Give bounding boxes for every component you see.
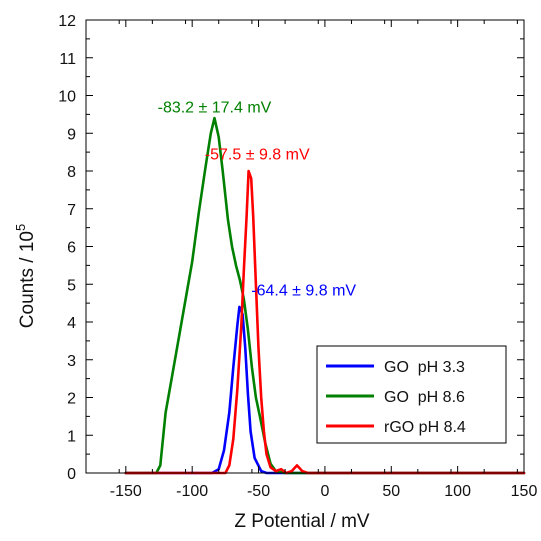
y-tick-label: 8 — [67, 164, 76, 181]
x-tick-label: 150 — [511, 483, 538, 500]
annotation-layer: -83.2 ± 17.4 mV -57.5 ± 9.8 mV -64.4 ± 9.8… — [158, 99, 357, 299]
y-tick-label: 6 — [67, 240, 76, 257]
x-tick-label: -50 — [247, 483, 270, 500]
x-tick-label: 50 — [382, 483, 400, 500]
x-tick-label: -100 — [176, 483, 208, 500]
x-axis-title: Z Potential / mV — [234, 511, 369, 532]
legend-label-go-ph86: GO pH 8.6 — [384, 389, 465, 406]
peak-annotation: -57.5 ± 9.8 mV — [205, 147, 310, 164]
x-tick-label: 100 — [444, 483, 471, 500]
legend-label-rgo-ph84: rGO pH 8.4 — [384, 419, 466, 436]
y-tick-label: 4 — [67, 315, 76, 332]
y-tick-label: 7 — [67, 202, 76, 219]
peak-annotation: -64.4 ± 9.8 mV — [251, 283, 356, 300]
y-tick-label: 3 — [67, 353, 76, 370]
y-tick-label: 11 — [59, 51, 76, 68]
y-axis-title-main: Counts / 10 — [17, 231, 38, 328]
y-tick-label: 0 — [67, 466, 76, 483]
series-layer — [124, 116, 526, 475]
legend-label-go-ph33: GO pH 3.3 — [384, 359, 465, 376]
series-line-2 — [124, 169, 526, 475]
y-axis-title-exponent: 5 — [13, 224, 28, 231]
y-axis-title: Counts / 105 — [13, 224, 38, 328]
legend: GO pH 3.3 GO pH 8.6 rGO pH 8.4 — [316, 345, 507, 444]
y-tick-label: 9 — [67, 126, 76, 143]
x-tick-label: -150 — [110, 483, 142, 500]
y-tick-label: 2 — [67, 391, 76, 408]
y-tick-label: 12 — [58, 13, 76, 30]
peak-annotation: -83.2 ± 17.4 mV — [158, 99, 272, 116]
x-tick-label: 0 — [320, 483, 329, 500]
y-tick-label: 5 — [67, 277, 76, 294]
y-tick-label: 1 — [67, 428, 76, 445]
y-tick-label: 10 — [58, 89, 76, 106]
x-axis: -150 -100 -50 0 50 100 150 — [85, 20, 538, 500]
